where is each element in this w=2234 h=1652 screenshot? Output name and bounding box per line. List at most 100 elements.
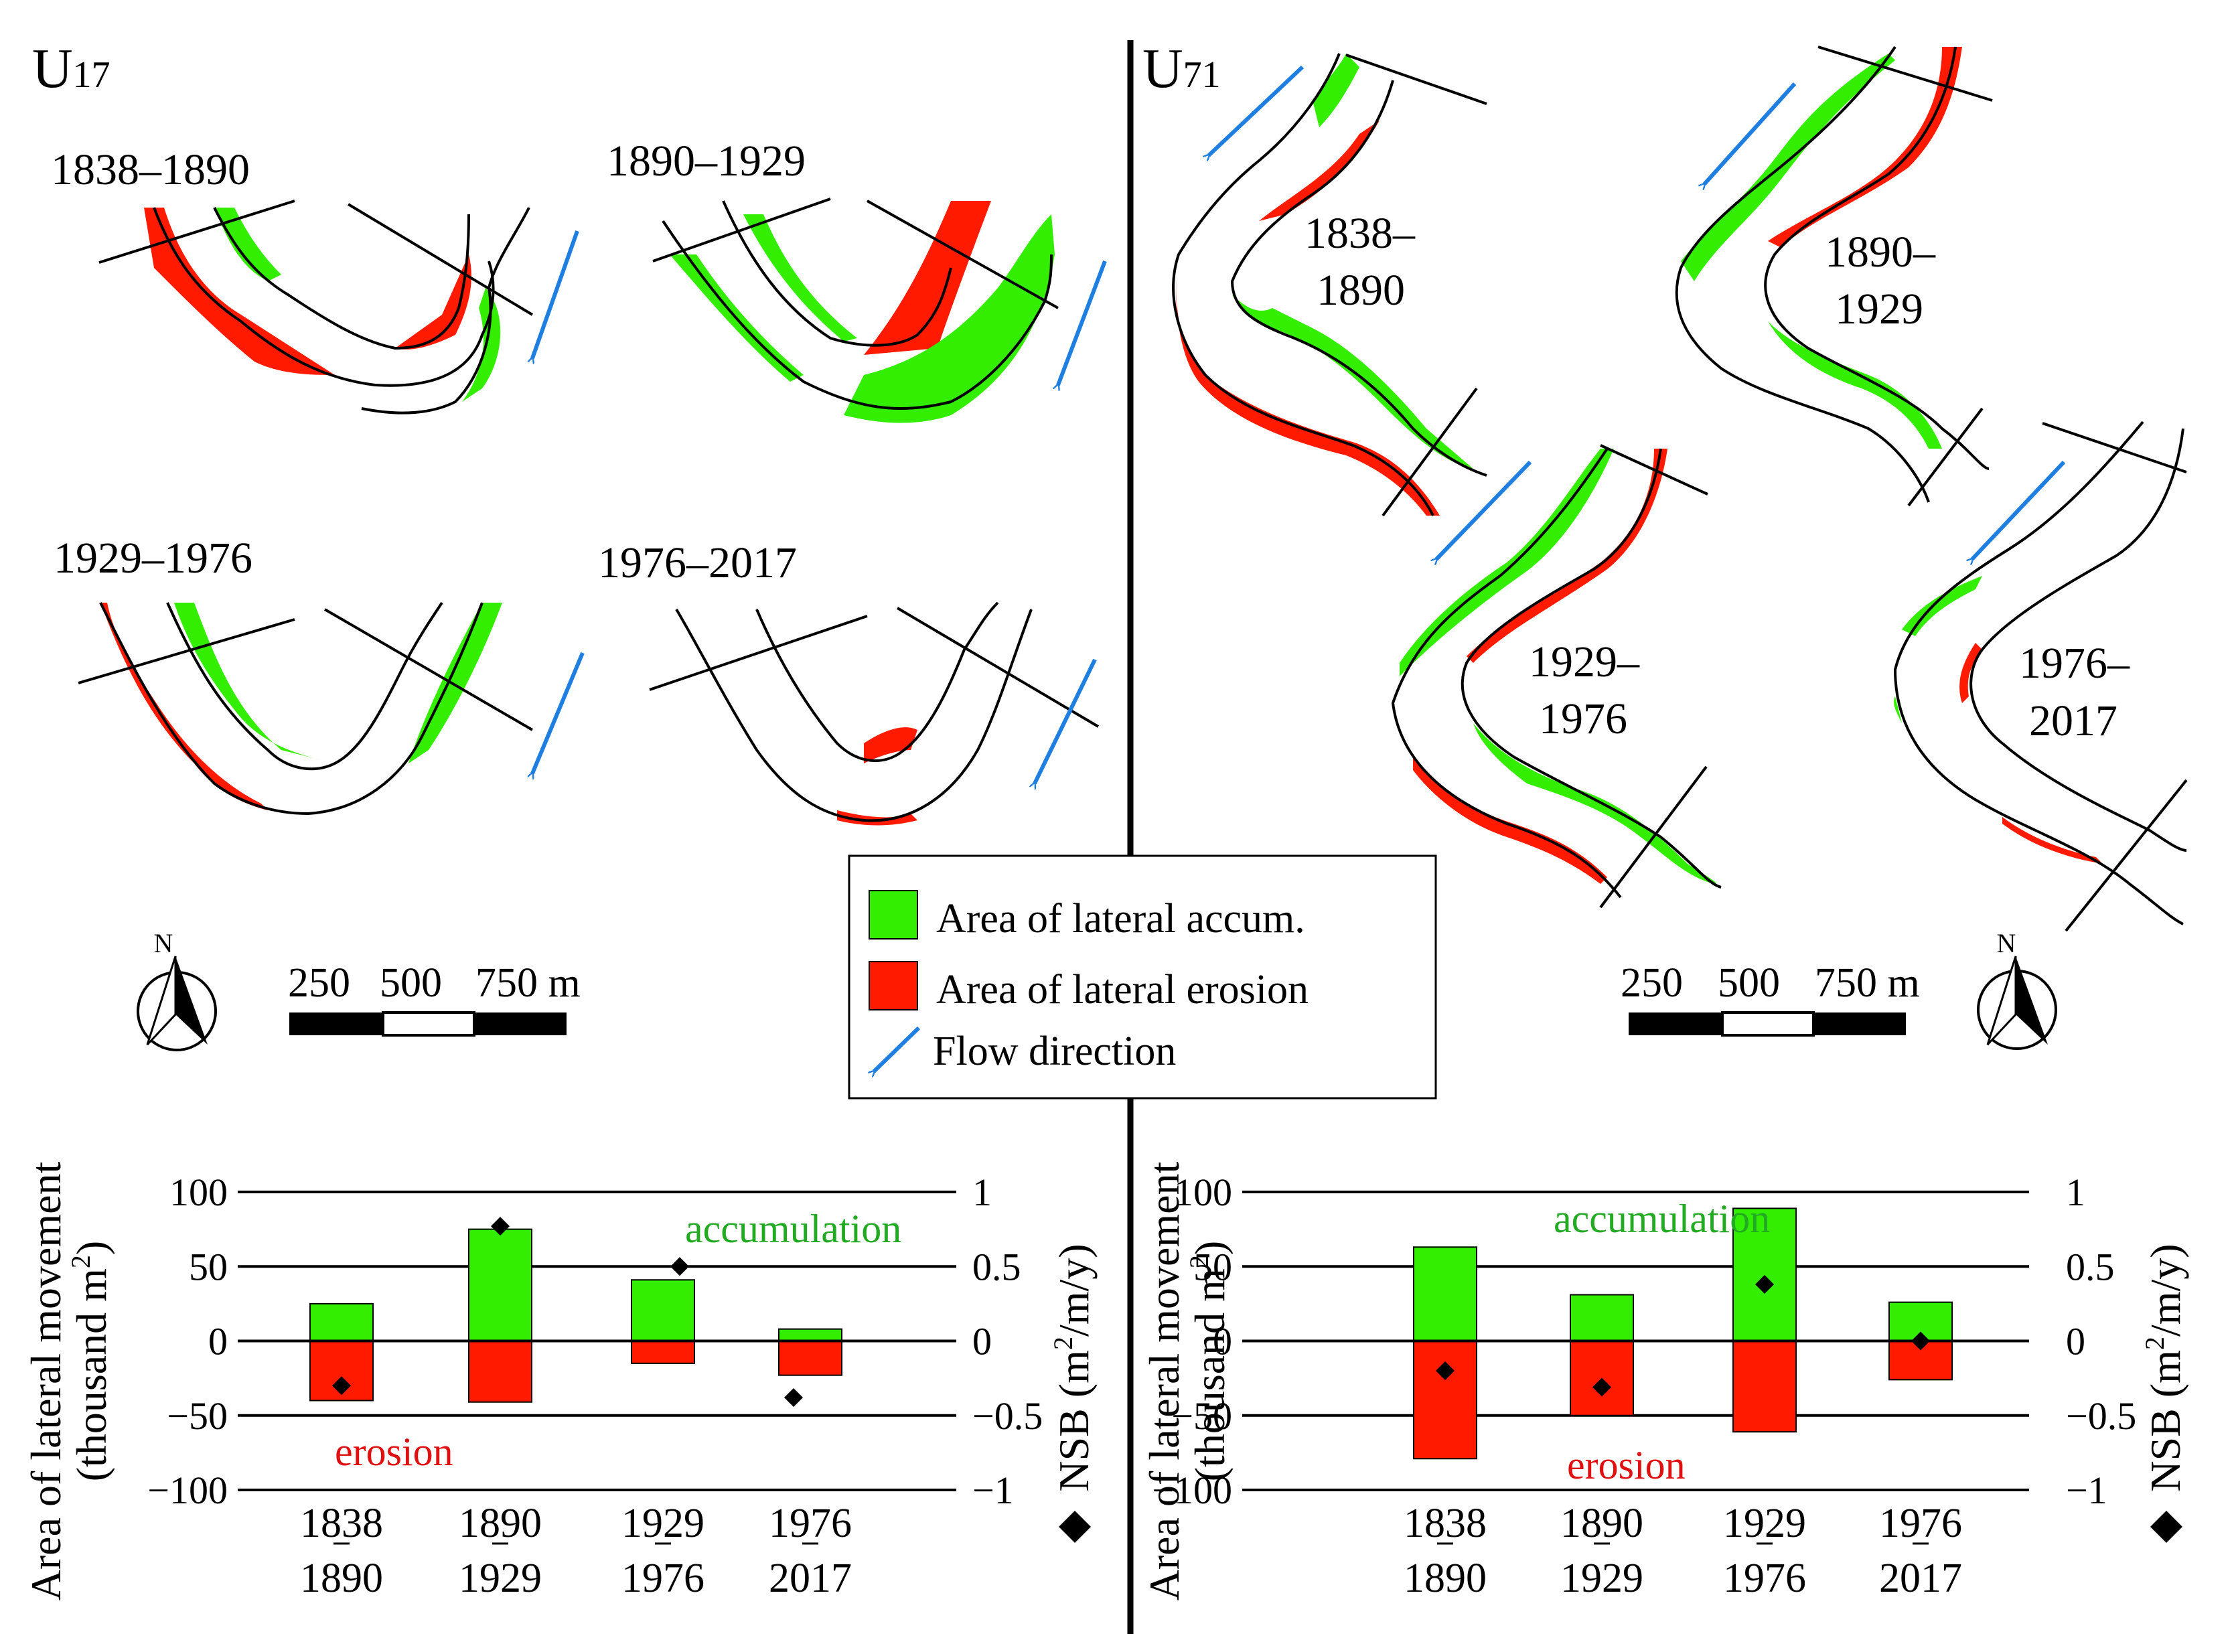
y2-tick-label: 0.5 [972, 1245, 1021, 1288]
scale-label: 500 [380, 960, 442, 1006]
flow-direction-arrow [532, 652, 585, 773]
flow-direction-arrow [1972, 460, 2066, 559]
scale-label: 750 m [475, 960, 581, 1006]
y2-axis-title-sup: 2 [1048, 1337, 1078, 1350]
scale-segment [474, 1012, 567, 1035]
site-title-left: U17 [32, 37, 110, 100]
y2-tick-label: −1 [972, 1469, 1014, 1512]
y2-tick-label: −0.5 [972, 1394, 1043, 1438]
scale-label: 750 m [1815, 960, 1920, 1006]
erosion-area [395, 254, 471, 350]
accum-area [1894, 696, 1902, 723]
y2-axis-title-part: NSB (m [1050, 1350, 1098, 1492]
y-axis-title: (thousand m2) [1184, 1241, 1234, 1482]
x-tick-label: 1890 [300, 1556, 383, 1601]
bank-line [1675, 46, 1930, 503]
y2-axis-title-part: /m/y) [2142, 1244, 2189, 1337]
north-arrow-icon [175, 956, 208, 1045]
y-tick-label: 100 [169, 1171, 228, 1214]
bank-line [1230, 80, 1487, 477]
y-tick-label: 0 [208, 1320, 228, 1363]
bar-accumulation [1732, 1207, 1797, 1342]
scale-segment [1629, 1012, 1722, 1035]
x-tick-label: 1890 [1404, 1556, 1487, 1601]
map-period-label: 1929– [1529, 637, 1640, 686]
transect-line [2042, 422, 2187, 473]
bar-accumulation [631, 1279, 695, 1342]
flow-direction-arrow [1704, 82, 1797, 184]
erosion-area [864, 727, 917, 763]
map-u71-1890-1929: 1890– 1929 [1675, 46, 1993, 507]
map-u71-1976-2017: 1976– 2017 [1893, 421, 2188, 932]
erosion-area [1467, 449, 1667, 663]
transect-line [2065, 779, 2188, 932]
bank-line [213, 207, 470, 350]
map-u71-1929-1976: 1929– 1976 [1391, 444, 1722, 909]
y2-axis-title-part: /m/y) [1050, 1244, 1098, 1337]
bank-line [1893, 421, 2184, 925]
erosion-label: erosion [1567, 1443, 1686, 1487]
transect-line [78, 618, 295, 684]
scale-label: 500 [1718, 960, 1780, 1006]
map-period-label: 2017 [2029, 696, 2117, 745]
bar-erosion [468, 1340, 532, 1403]
flow-direction-arrow [1209, 65, 1305, 155]
y-tick-label: 100 [1174, 1171, 1232, 1214]
north-arrow-icon [2016, 956, 2048, 1045]
transect-line [1817, 46, 1993, 102]
y2-tick-label: 1 [972, 1171, 992, 1214]
legend-flow-arrow [874, 1026, 921, 1071]
chart-u17: 100 1 50 0.5 0 0 −50 −0.5 −100 −1 1838 1890 1890 1929… [22, 1161, 1098, 1601]
legend-swatch-accum [869, 890, 918, 940]
accum-area [1768, 321, 1942, 449]
charts-layer: 100 150 0.50 0−50 −0.5−100 −11838189018901929… [22, 1161, 2189, 1601]
y2-tick-label: 1 [2066, 1171, 2085, 1214]
legend-label-erosion: Area of lateral erosion [936, 967, 1309, 1012]
accum-area [1473, 723, 1716, 884]
transect-line [323, 608, 534, 731]
bar-accumulation [468, 1228, 532, 1342]
map-period-label: 1890–1929 [607, 137, 806, 185]
bank-line [99, 602, 483, 816]
map-period-label: 1929 [1835, 285, 1923, 333]
map-period-label: 1976 [1539, 694, 1627, 743]
accum-area [1400, 449, 1614, 676]
bank-line [1969, 428, 2187, 852]
x-tick-label: 1976 [769, 1501, 852, 1546]
erosion-area [144, 208, 335, 375]
north-arrow-left: N [137, 928, 217, 1051]
transect-line [649, 615, 868, 691]
x-tick-label: 1976 [1879, 1501, 1962, 1546]
y2-axis-diamond-icon [1059, 1511, 1091, 1543]
x-tick-label: 2017 [769, 1556, 852, 1601]
legend-swatch-erosion [869, 961, 918, 1010]
scale-segment [289, 1012, 383, 1035]
accumulation-label: accumulation [1554, 1197, 1770, 1241]
north-arrow-icon [1986, 956, 2017, 1046]
bar-accumulation [1570, 1294, 1634, 1342]
accum-area [1902, 576, 1982, 636]
scale-bar-right: 250 500 750 m [1621, 960, 1920, 1037]
map-period-label: 1976–2017 [598, 538, 797, 587]
y-axis-title-part: ) [68, 1241, 115, 1255]
transect-line [1382, 387, 1478, 517]
x-tick-label: 1838 [300, 1501, 383, 1546]
map-u17-1929-1976: 1929–1976 [54, 534, 585, 816]
transect-line [98, 200, 295, 264]
y2-axis-diamond-icon [2150, 1511, 2182, 1543]
site-title-right: U71 [1142, 37, 1221, 100]
y-tick-label: −100 [147, 1469, 228, 1512]
erosion-area [837, 810, 917, 826]
flow-direction-arrow [1058, 260, 1107, 385]
accum-area [408, 603, 502, 763]
accum-area [1232, 295, 1473, 469]
y2-axis-title: NSB (m2/m/y) [1048, 1244, 1098, 1491]
transect-line [1345, 54, 1487, 105]
map-u17-1976-2017: 1976–2017 [598, 538, 1100, 826]
legend-label-flow: Flow direction [933, 1029, 1176, 1074]
north-arrow-right: N [1977, 928, 2057, 1050]
bar-erosion [778, 1340, 842, 1376]
x-tick-label: 1976 [621, 1556, 704, 1601]
bank-line [1391, 447, 1622, 899]
